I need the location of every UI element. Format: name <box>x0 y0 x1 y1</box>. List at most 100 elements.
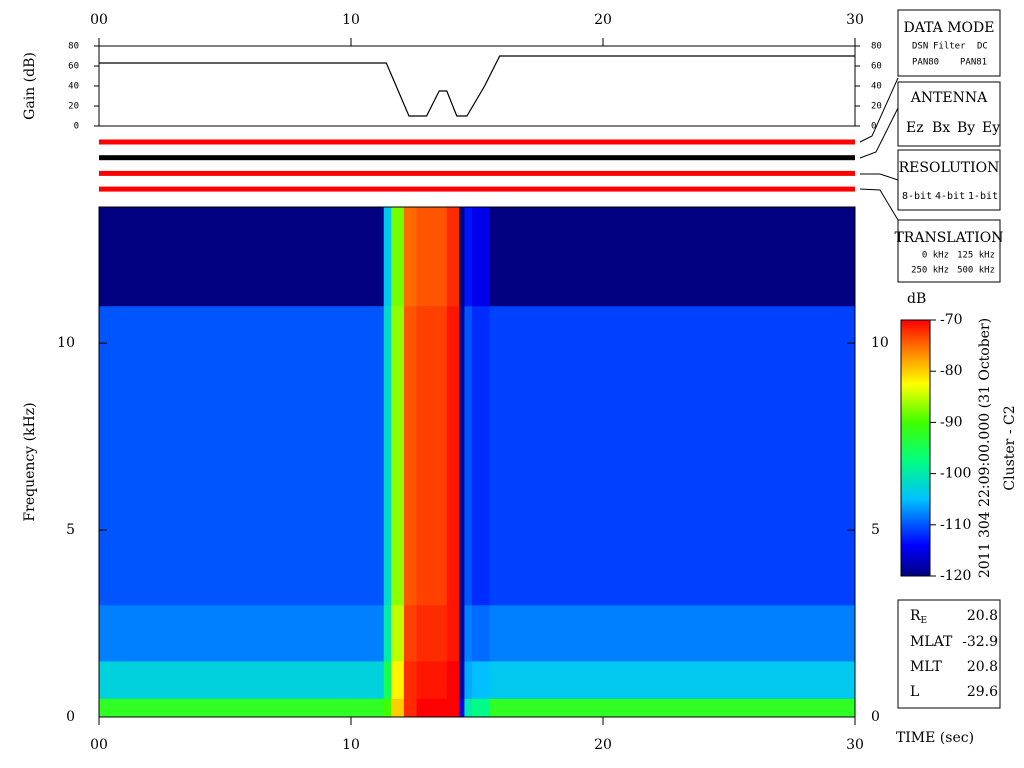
orbit-box <box>897 599 1001 709</box>
colorbar-tick-label: -90 <box>940 414 963 430</box>
resolution-item: 1-bit <box>968 191 998 202</box>
mode-item: PAN81 <box>960 58 987 68</box>
x-tick-label: 00 <box>90 737 108 753</box>
heat-cell <box>459 660 465 699</box>
heat-cell <box>471 660 491 699</box>
gain-axis-label: Gain (dB) <box>22 52 38 120</box>
x-tick-label: 00 <box>90 12 108 28</box>
heat-cell <box>391 207 405 307</box>
timestamp: 2011 304 22:09:00.000 (31 October) <box>977 318 993 578</box>
plot-frame <box>98 206 856 718</box>
heat-cell <box>416 207 448 307</box>
orbit-label-main: R <box>910 608 921 624</box>
heat-cell <box>464 207 473 307</box>
frequency-axis-label: Frequency (kHz) <box>22 402 38 521</box>
antenna-bar <box>99 139 855 145</box>
heat-cell <box>471 604 491 662</box>
colorbar-tick-label: -70 <box>940 312 963 328</box>
heat-cell <box>416 698 448 718</box>
heat-cell <box>403 207 418 307</box>
heat-cell <box>391 305 405 606</box>
translation-box <box>897 219 1001 283</box>
panel-title: DATA MODE <box>904 20 995 36</box>
x-tick-label: 20 <box>594 12 612 28</box>
colorbar <box>900 319 931 577</box>
heat-cell <box>464 660 473 699</box>
heat-cell <box>383 207 392 307</box>
orbit-value: 20.8 <box>967 659 998 675</box>
x-tick-label: 10 <box>342 12 360 28</box>
colorbar-tick-label: -100 <box>940 466 971 482</box>
y-tick-label: 20 <box>871 102 882 112</box>
heat-cell <box>403 305 418 606</box>
orbit-label: MLAT <box>910 634 953 650</box>
heat-cell <box>446 660 460 699</box>
heat-cell <box>489 660 856 699</box>
connector <box>859 77 899 143</box>
orbit-value: 20.8 <box>967 608 998 624</box>
mode-item: DSN <box>912 42 928 52</box>
heat-cell <box>416 604 448 662</box>
y-tick-label: 40 <box>871 82 882 92</box>
heat-cell <box>489 698 856 718</box>
colorbar-title: dB <box>907 291 926 307</box>
connector <box>859 188 899 221</box>
heat-cell <box>446 698 460 718</box>
antenna-item: By <box>957 120 975 136</box>
translation-item: 125 kHz <box>957 251 995 261</box>
panel-title: RESOLUTION <box>899 160 1000 176</box>
y-tick-label: 5 <box>871 522 880 538</box>
heat-cell <box>459 305 465 606</box>
heat-cell <box>471 207 491 307</box>
data-mode-box <box>897 9 1001 77</box>
plot-frame <box>98 45 856 127</box>
spacecraft: Cluster - C2 <box>1002 405 1018 490</box>
antenna-item: Ey <box>982 120 1000 136</box>
heat-cell <box>464 698 473 718</box>
x-tick-label: 30 <box>846 737 864 753</box>
heat-cell <box>446 305 460 606</box>
y-tick-label: 40 <box>68 82 79 92</box>
translation-item: 0 kHz <box>922 251 949 261</box>
heat-cell <box>403 660 418 699</box>
y-tick-label: 20 <box>68 102 79 112</box>
translation-item: 500 kHz <box>957 266 995 276</box>
heat-cell <box>459 207 465 307</box>
y-tick-label: 60 <box>68 62 79 72</box>
orbit-label-sub: E <box>921 616 928 626</box>
panel-title: TRANSLATION <box>894 230 1003 246</box>
heat-cell <box>489 604 856 662</box>
heat-cell <box>403 698 418 718</box>
heat-cell <box>446 604 460 662</box>
resolution-box <box>897 149 1001 211</box>
heat-cell <box>471 698 491 718</box>
y-tick-label: 5 <box>66 522 75 538</box>
heat-cell <box>471 305 491 606</box>
heat-cell <box>99 660 385 699</box>
orbit-value: -32.9 <box>962 634 998 650</box>
panel-title: ANTENNA <box>910 90 988 106</box>
resolution-item: 8-bit <box>902 191 932 202</box>
translation-item: 250 kHz <box>911 266 949 276</box>
heat-cell <box>489 305 856 606</box>
colorbar-tick-label: -110 <box>940 517 971 533</box>
colorbar-tick-label: -80 <box>940 363 963 379</box>
orbit-label: L <box>910 684 919 700</box>
connector <box>860 173 899 181</box>
resolution-item: 4-bit <box>935 191 965 202</box>
orbit-label: MLT <box>910 659 942 675</box>
y-tick-label: 60 <box>871 62 882 72</box>
orbit-value: 29.6 <box>967 684 998 700</box>
antenna-box <box>897 81 1001 147</box>
time-axis-label: TIME (sec) <box>896 730 974 746</box>
heat-cell <box>391 660 405 699</box>
heat-cell <box>99 698 385 718</box>
gain-line <box>99 55 855 117</box>
heat-cell <box>383 604 392 662</box>
heat-cell <box>446 207 460 307</box>
heat-cell <box>459 698 465 718</box>
mode-item: PAN80 <box>912 58 939 68</box>
y-tick-label: 80 <box>871 42 882 52</box>
heat-cell <box>464 305 473 606</box>
antenna-bar <box>99 155 855 161</box>
